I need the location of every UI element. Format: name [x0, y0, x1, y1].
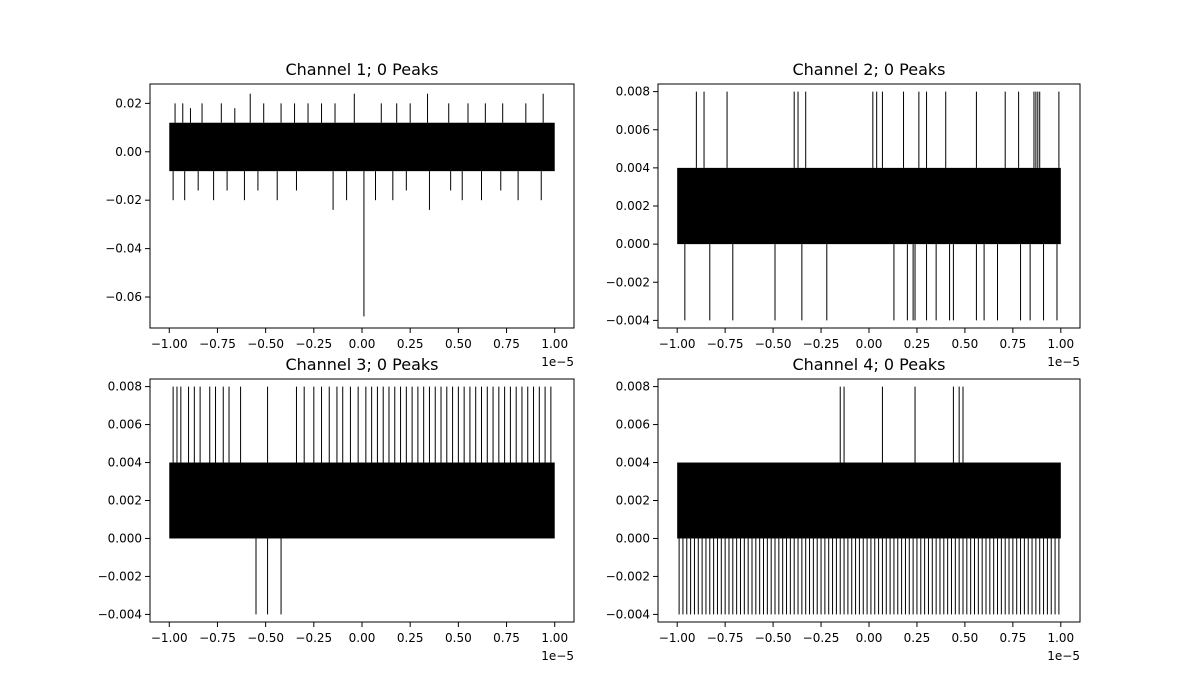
x-tick-label: 1.00	[541, 631, 568, 645]
series-trace	[169, 386, 555, 615]
x-tick-label: 0.75	[1000, 631, 1027, 645]
y-tick-label: −0.002	[606, 569, 650, 583]
x-tick-label: 0.25	[397, 631, 424, 645]
x-offset-label: 1e−5	[541, 649, 574, 663]
subplot-title: Channel 1; 0 Peaks	[285, 60, 438, 79]
subplot-title: Channel 3; 0 Peaks	[285, 355, 438, 374]
series-trace	[169, 93, 555, 317]
y-tick-label: −0.02	[105, 193, 142, 207]
y-tick-label: −0.004	[606, 313, 650, 327]
x-tick-label: 0.50	[952, 337, 979, 351]
x-tick-label: 0.00	[349, 631, 376, 645]
y-tick-label: 0.002	[616, 199, 650, 213]
x-tick-label: 0.00	[856, 631, 883, 645]
y-tick-label: 0.002	[616, 494, 650, 508]
x-tick-label: −0.25	[295, 631, 332, 645]
x-tick-label: −1.00	[151, 337, 188, 351]
x-tick-label: 0.25	[397, 337, 424, 351]
x-tick-label: 1.00	[1047, 631, 1074, 645]
y-tick-label: 0.004	[616, 161, 650, 175]
y-tick-label: 0.00	[115, 145, 142, 159]
x-tick-label: 0.00	[856, 337, 883, 351]
subplot-title: Channel 2; 0 Peaks	[792, 60, 945, 79]
x-tick-label: −0.75	[707, 337, 744, 351]
x-tick-label: 0.25	[904, 337, 931, 351]
subplot-3: Channel 3; 0 Peaks −1.00 −0.75 −0.50 −0.25 0.…	[98, 355, 575, 663]
y-tick-label: −0.004	[98, 607, 142, 621]
x-tick-label: −0.25	[295, 337, 332, 351]
x-tick-label: 0.00	[349, 337, 376, 351]
x-offset-label: 1e−5	[1047, 649, 1080, 663]
x-tick-label: −0.50	[247, 337, 284, 351]
y-tick-label: 0.000	[616, 237, 650, 251]
y-tick-label: 0.002	[108, 494, 142, 508]
y-tick-label: 0.000	[108, 531, 142, 545]
y-tick-label: 0.004	[616, 456, 650, 470]
x-tick-label: −0.25	[803, 631, 840, 645]
y-tick-label: 0.008	[616, 85, 650, 99]
series-trace	[677, 386, 1061, 615]
axes-frame	[149, 83, 575, 329]
y-tick-label: −0.06	[105, 290, 142, 304]
y-tick-label: 0.006	[616, 418, 650, 432]
y-tick-label: −0.002	[606, 275, 650, 289]
x-tick-label: −0.50	[755, 337, 792, 351]
x-offset-label: 1e−5	[541, 355, 574, 369]
y-tick-label: 0.006	[616, 123, 650, 137]
signal-band	[169, 122, 555, 172]
x-tick-label: −0.25	[803, 337, 840, 351]
x-tick-label: −1.00	[659, 337, 696, 351]
x-tick-label: −1.00	[151, 631, 188, 645]
x-tick-label: −1.00	[659, 631, 696, 645]
x-tick-label: 0.75	[493, 631, 520, 645]
signal-band	[677, 462, 1061, 539]
y-tick-label: 0.008	[108, 380, 142, 394]
subplot-2: Channel 2; 0 Peaks −1.00 −0.75 −0.50 −0.25 0.…	[606, 60, 1081, 369]
x-tick-label: 0.50	[445, 337, 472, 351]
y-tick-label: −0.002	[98, 569, 142, 583]
y-tick-label: 0.02	[115, 96, 142, 110]
y-tick-label: 0.006	[108, 418, 142, 432]
y-tick-label: 0.004	[108, 456, 142, 470]
x-tick-label: 0.50	[952, 631, 979, 645]
x-tick-label: −0.75	[707, 631, 744, 645]
subplot-4: Channel 4; 0 Peaks −1.00 −0.75 −0.50 −0.25 0.…	[606, 355, 1081, 663]
y-tick-label: 0.000	[616, 531, 650, 545]
x-tick-label: 0.50	[445, 631, 472, 645]
subplot-1: Channel 1; 0 Peaks −1.00 −0.75 −0.50 −0.25 0.…	[105, 60, 575, 369]
y-tick-label: −0.04	[105, 242, 142, 256]
x-tick-label: −0.50	[247, 631, 284, 645]
x-tick-label: 1.00	[541, 337, 568, 351]
y-tick-label: −0.004	[606, 607, 650, 621]
x-tick-label: 0.75	[1000, 337, 1027, 351]
x-tick-label: −0.75	[199, 631, 236, 645]
x-offset-label: 1e−5	[1047, 355, 1080, 369]
y-tick-label: 0.008	[616, 380, 650, 394]
x-tick-label: 0.25	[904, 631, 931, 645]
series-trace	[677, 91, 1061, 321]
subplot-title: Channel 4; 0 Peaks	[792, 355, 945, 374]
x-tick-label: −0.50	[755, 631, 792, 645]
x-tick-label: 1.00	[1047, 337, 1074, 351]
x-tick-label: −0.75	[199, 337, 236, 351]
x-tick-label: 0.75	[493, 337, 520, 351]
signal-band	[677, 167, 1061, 245]
signal-band	[169, 462, 555, 539]
